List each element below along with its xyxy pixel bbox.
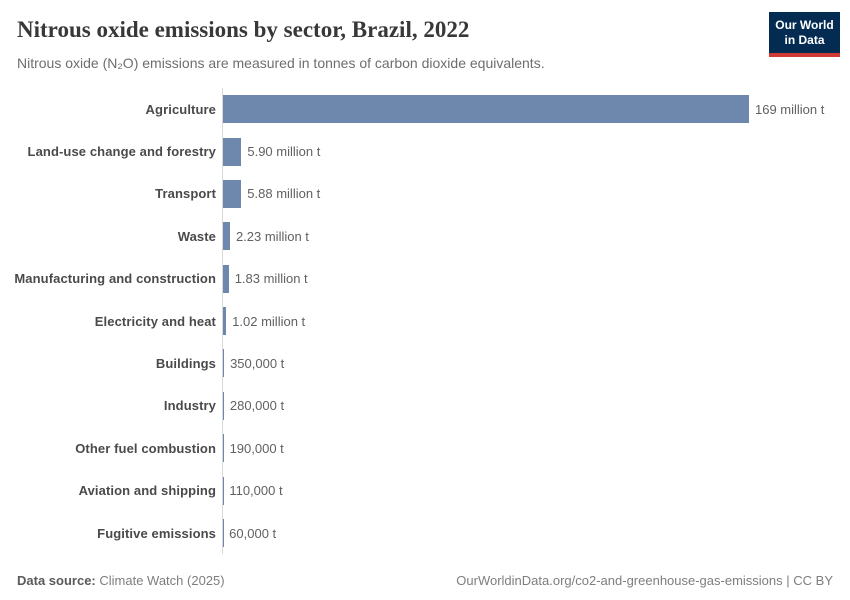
category-label: Aviation and shipping bbox=[78, 483, 216, 499]
bar-track: 110,000 t bbox=[222, 469, 840, 512]
bar-track: 5.88 million t bbox=[222, 172, 840, 216]
bar[interactable] bbox=[223, 179, 242, 208]
bar-track: 1.02 million t bbox=[222, 299, 840, 343]
bar-row[interactable]: Electricity and heat 1.02 million t bbox=[0, 299, 840, 343]
bar-track: 190,000 t bbox=[222, 427, 840, 470]
bar[interactable] bbox=[223, 137, 242, 166]
category-label: Other fuel combustion bbox=[75, 440, 216, 456]
chart-header: Nitrous oxide emissions by sector, Brazi… bbox=[0, 0, 850, 72]
chart-footer: Data source: Climate Watch (2025) OurWor… bbox=[0, 573, 850, 588]
category-label: Industry bbox=[163, 398, 216, 414]
data-source[interactable]: Data source: Climate Watch (2025) bbox=[17, 573, 225, 588]
category-label: Transport bbox=[155, 186, 216, 202]
bar[interactable] bbox=[223, 95, 749, 124]
bar-row[interactable]: Other fuel combustion 190,000 t bbox=[0, 427, 840, 470]
bar[interactable] bbox=[223, 264, 229, 293]
bar-row[interactable]: Fugitive emissions 60,000 t bbox=[0, 511, 840, 555]
value-label: 60,000 t bbox=[229, 525, 277, 541]
chart-subtitle: Nitrous oxide (N₂O) emissions are measur… bbox=[17, 54, 545, 71]
category-label: Land-use change and forestry bbox=[27, 144, 216, 160]
bar-row[interactable]: Agriculture 169 million t bbox=[0, 87, 840, 131]
value-label: 5.88 million t bbox=[247, 186, 321, 202]
category-label: Buildings bbox=[155, 355, 216, 371]
bar-track: 60,000 t bbox=[222, 511, 840, 555]
bar-track: 169 million t bbox=[222, 87, 840, 131]
citation-url: OurWorldinData.org/co2-and-greenhouse-ga… bbox=[456, 573, 783, 589]
category-label: Electricity and heat bbox=[94, 313, 216, 329]
value-label: 2.23 million t bbox=[235, 228, 309, 244]
bar-row[interactable]: Transport 5.88 million t bbox=[0, 172, 840, 216]
bar[interactable] bbox=[223, 307, 227, 336]
bar[interactable] bbox=[223, 349, 225, 378]
value-label: 280,000 t bbox=[229, 398, 285, 414]
bar-track: 350,000 t bbox=[222, 342, 840, 385]
citation-link[interactable]: OurWorldinData.org/co2-and-greenhouse-ga… bbox=[456, 573, 833, 588]
value-label: 1.83 million t bbox=[234, 271, 308, 287]
bar[interactable] bbox=[223, 434, 224, 463]
value-label: 169 million t bbox=[755, 101, 825, 117]
citation-license: | CC BY bbox=[782, 573, 833, 589]
bar-track: 2.23 million t bbox=[222, 215, 840, 258]
bar-row[interactable]: Buildings 350,000 t bbox=[0, 342, 840, 385]
bar-row[interactable]: Aviation and shipping 110,000 t bbox=[0, 469, 840, 512]
value-label: 190,000 t bbox=[229, 440, 284, 456]
value-label: 350,000 t bbox=[230, 355, 285, 371]
category-label: Manufacturing and construction bbox=[14, 271, 216, 287]
bar-track: 5.90 million t bbox=[222, 130, 840, 173]
category-label: Fugitive emissions bbox=[97, 525, 216, 541]
bar[interactable] bbox=[223, 222, 230, 251]
bar-row[interactable]: Industry 280,000 t bbox=[0, 384, 840, 428]
bar-chart: Agriculture 169 million t Land-use change … bbox=[0, 87, 850, 555]
value-label: 1.02 million t bbox=[232, 313, 306, 329]
owid-logo-line1: Our World bbox=[775, 18, 834, 32]
bar-row[interactable]: Land-use change and forestry 5.90 million… bbox=[0, 130, 840, 173]
owid-logo[interactable]: Our World in Data bbox=[769, 12, 840, 57]
title-block: Nitrous oxide emissions by sector, Brazi… bbox=[17, 12, 545, 72]
bar-row[interactable]: Waste 2.23 million t bbox=[0, 215, 840, 258]
data-source-label: Data source: bbox=[17, 573, 96, 589]
value-label: 5.90 million t bbox=[247, 144, 321, 160]
data-source-value: Climate Watch (2025) bbox=[95, 573, 225, 589]
bar-track: 280,000 t bbox=[222, 384, 840, 428]
page-title: Nitrous oxide emissions by sector, Brazi… bbox=[17, 17, 470, 42]
value-label: 110,000 t bbox=[229, 483, 283, 499]
bar[interactable] bbox=[223, 391, 224, 420]
category-label: Agriculture bbox=[145, 101, 216, 117]
owid-logo-line2: in Data bbox=[784, 33, 825, 47]
category-label: Waste bbox=[177, 228, 216, 244]
bar-row[interactable]: Manufacturing and construction 1.83 milli… bbox=[0, 257, 840, 300]
bar-track: 1.83 million t bbox=[222, 257, 840, 300]
